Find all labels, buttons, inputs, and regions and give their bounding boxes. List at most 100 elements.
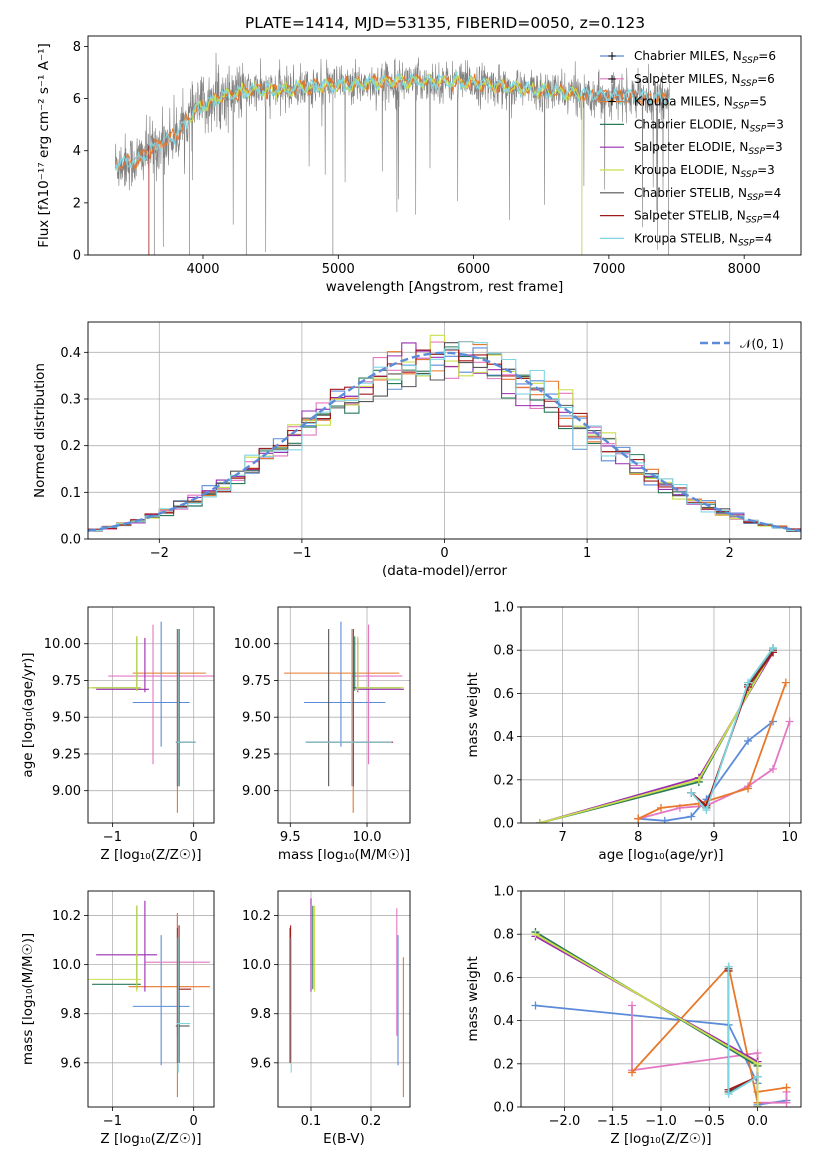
y-tick-label: 1.0	[493, 885, 514, 900]
y-tick-label: 0.4	[60, 346, 81, 361]
x-tick-label: 0	[190, 830, 198, 845]
x-tick-label: −1.5	[597, 1114, 629, 1129]
plot-area-weight-z	[531, 928, 791, 1107]
weight-marker	[724, 1090, 733, 1099]
x-tick-label: 9.5	[280, 830, 301, 845]
axes-frame	[520, 606, 802, 824]
axes-frame	[87, 606, 215, 824]
legend-nssp: 6	[768, 49, 776, 63]
x-tick-label: −1.0	[645, 1114, 677, 1129]
weight-marker	[782, 1098, 791, 1107]
x-tick-label: −0.5	[693, 1114, 725, 1129]
weight-marker	[744, 784, 753, 793]
weight-marker	[628, 1068, 637, 1077]
errorbar-point-kroupa-stelib	[305, 629, 392, 787]
y-tick-label: 0.0	[60, 533, 81, 548]
weight-marker	[657, 803, 665, 812]
x-axis-label: E(B-V)	[323, 1131, 365, 1147]
legend-label: Kroupa ELODIE, NSSP=3	[634, 163, 775, 180]
y-tick-label: 10.0	[242, 958, 271, 973]
plot-area-weight-age	[535, 644, 794, 823]
y-tick-label: 9.6	[60, 1056, 81, 1071]
y-tick-label: 10.0	[52, 958, 81, 973]
x-tick-label: 8000	[728, 262, 761, 277]
y-tick-label: 0.3	[60, 393, 81, 408]
weight-series-kroupa-elodie	[531, 930, 762, 1107]
y-axis-label: mass weight	[465, 956, 481, 1041]
legend-nssp: 6	[767, 72, 775, 86]
x-tick-label: 8	[634, 830, 642, 845]
weight-marker	[535, 819, 544, 823]
errorbar-point-chabrier-stelib	[305, 629, 391, 787]
legend-nssp: 3	[767, 163, 775, 177]
errorbar-point-kroupa-miles	[284, 629, 400, 813]
y-tick-label: 9.00	[242, 784, 271, 799]
y-axis-label: Normed distribution	[32, 363, 48, 498]
legend-name: Kroupa MILES	[634, 95, 716, 109]
weight-line	[638, 721, 791, 820]
axes-frame	[87, 35, 802, 256]
weight-marker	[531, 1001, 540, 1010]
panel-spectrum: 4000 5000 6000 7000 8000 0 2 4 6 8 wavelength [Ang…	[36, 35, 802, 295]
legend-marker: +	[607, 95, 617, 109]
weight-marker	[687, 788, 696, 797]
axes-frame	[277, 890, 411, 1108]
x-tick-label: 9	[710, 830, 718, 845]
panel-residuals: −2 −1 0 1 2 0.0 0.1 0.2 0.3 0.4 (data-model)/error…	[32, 321, 802, 579]
x-tick-label: 0.2	[361, 1114, 382, 1129]
weight-series-kroupa-stelib	[687, 644, 777, 815]
errorbar-point-chabrier-miles	[132, 621, 190, 747]
x-tick-label: 0	[190, 1114, 198, 1129]
weight-marker	[694, 775, 703, 784]
weight-marker	[781, 678, 790, 687]
plot-area-age-z	[88, 621, 214, 813]
weight-line	[637, 682, 787, 820]
legend-name: Salpeter MILES	[634, 72, 724, 86]
x-axis-label: (data-model)/error	[382, 563, 508, 579]
legend-label: Kroupa MILES, NSSP=5	[634, 95, 767, 112]
plot-area-age-mass	[284, 621, 404, 813]
weight-marker	[769, 765, 777, 773]
y-tick-label: 10.00	[234, 637, 271, 652]
errorbar-point-salpeter-elodie	[356, 637, 404, 693]
y-axis-label: mass [log₁₀(M/M☉)]	[20, 933, 36, 1065]
y-tick-label: 6	[73, 92, 81, 107]
panel-age-z: −1 0 9.00 9.25 9.50 9.75 10.00 Z [log₁₀(Z/Z☉)] a…	[20, 606, 215, 863]
y-tick-label: 9.8	[60, 1007, 81, 1022]
plot-area-mass-ebv	[289, 898, 404, 1098]
errorbar-point-chabrier-elodie	[353, 636, 401, 691]
axes-frame	[520, 890, 802, 1108]
errorbar-point-kroupa-miles	[132, 629, 206, 813]
weight-marker	[753, 1059, 762, 1068]
y-tick-label: 9.75	[242, 674, 271, 689]
legend-label: Salpeter STELIB, NSSP=4	[634, 209, 780, 226]
axes-frame	[87, 890, 215, 1108]
axes-frame	[277, 606, 411, 824]
weight-marker	[769, 644, 777, 653]
errorbar-point-salpeter-stelib	[307, 629, 394, 787]
y-tick-label: 0.2	[493, 773, 514, 788]
errorbar-point-salpeter-elodie	[96, 900, 158, 992]
errorbar-point-kroupa-elodie	[88, 636, 141, 691]
x-axis-label: Z [log₁₀(Z/Z☉)]	[610, 1131, 711, 1147]
x-tick-label: −2	[150, 546, 169, 561]
y-tick-label: 0.4	[493, 1014, 514, 1029]
errorbar-point-salpeter-miles	[351, 624, 403, 765]
errorbar-point-salpeter-miles	[108, 624, 214, 765]
weight-marker	[744, 736, 753, 745]
weight-marker	[634, 814, 643, 823]
panel-weight-age: 7 8 9 10 0.0 0.2 0.4 0.6 0.8 1.0 age [log₁₀(age/yr…	[465, 601, 802, 863]
legend-nssp: 5	[759, 95, 767, 109]
weight-series-salpeter-elodie	[535, 648, 777, 823]
y-tick-label: 0.4	[493, 730, 514, 745]
legend-label: Salpeter MILES, NSSP=6	[634, 72, 775, 89]
weight-marker	[753, 1072, 762, 1081]
y-axis-label: mass weight	[465, 672, 481, 757]
x-axis-label: Z [log₁₀(Z/Z☉)]	[100, 1131, 201, 1147]
legend-label: Chabrier STELIB, NSSP=4	[634, 186, 781, 203]
y-tick-label: 9.00	[52, 784, 81, 799]
weight-series-kroupa-miles	[634, 678, 790, 823]
residual-legend: 𝒩(0, 1)	[700, 337, 784, 351]
x-axis-label: mass [log₁₀(M/M☉)]	[278, 847, 410, 863]
